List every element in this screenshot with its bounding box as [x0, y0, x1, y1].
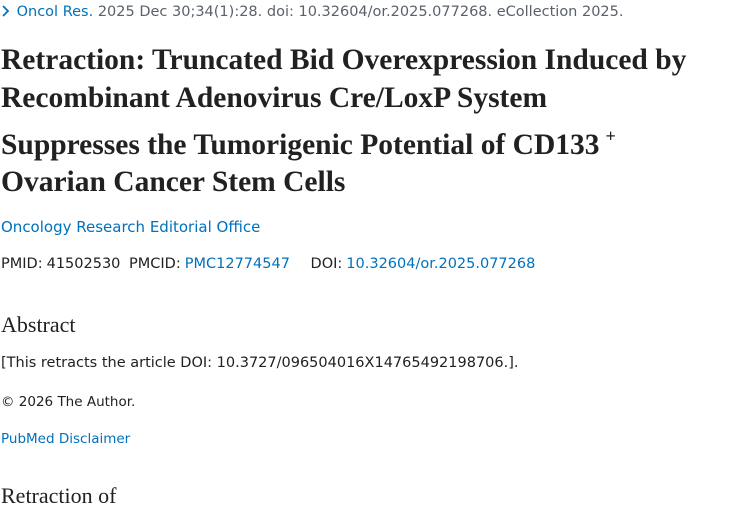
title-line: Recombinant Adenovirus Cre/LoxP System	[1, 81, 548, 114]
doi-link[interactable]: 10.32604/or.2025.077268	[346, 256, 536, 272]
citation-details: 2025 Dec 30;34(1):28. doi: 10.32604/or.2…	[97, 4, 624, 20]
title-line: Ovarian Cancer Stem Cells	[1, 166, 346, 199]
title-line: Suppresses the Tumorigenic Potential of …	[1, 128, 600, 161]
abstract-text: [This retracts the article DOI: 10.3727/…	[1, 355, 519, 371]
article-title: Retraction: Truncated Bid Overexpression…	[1, 42, 686, 202]
section-heading: Retraction of	[1, 483, 117, 508]
pmcid-label: PMCID:	[129, 256, 181, 272]
citation: Oncol Res. 2025 Dec 30;34(1):28. doi: 10…	[0, 4, 624, 20]
chevron-icon	[2, 5, 10, 17]
disclaimer-link[interactable]: PubMed Disclaimer	[1, 431, 131, 447]
pmid: 41502530	[46, 256, 121, 272]
identifiers: PMID: 41502530 PMCID: PMC12774547 DOI: 10.3…	[1, 256, 535, 272]
doi-label: DOI:	[310, 256, 343, 272]
pmid-label: PMID:	[1, 256, 43, 272]
pmcid-link[interactable]: PMC12774547	[184, 256, 290, 272]
journal-link[interactable]: Oncol Res.	[16, 4, 94, 20]
copyright: © 2026 The Author.	[1, 394, 136, 410]
title-superscript: +	[605, 125, 616, 146]
abstract-heading: Abstract	[1, 312, 76, 337]
author-link[interactable]: Oncology Research Editorial Office	[1, 218, 261, 236]
title-line: Retraction: Truncated Bid Overexpression…	[1, 44, 687, 76]
